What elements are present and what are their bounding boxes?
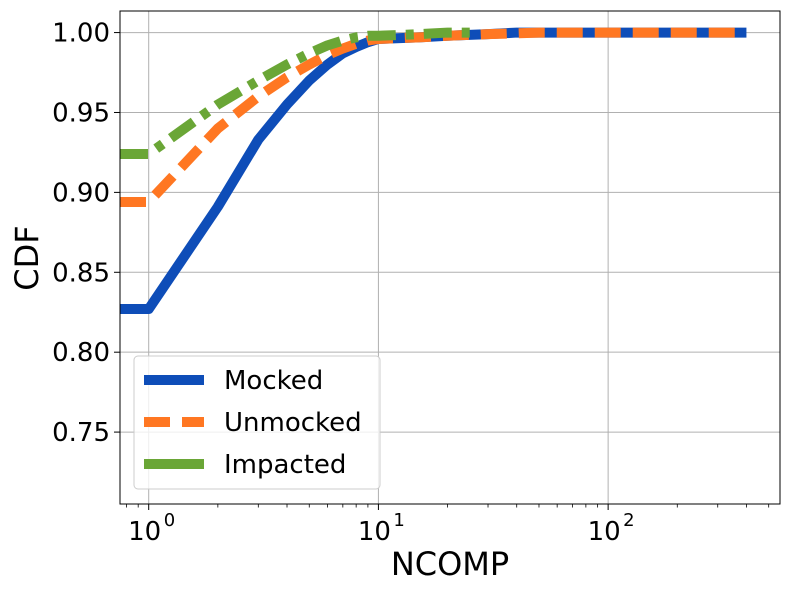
y-tick-labels: 0.75 0.80 0.85 0.90 0.95 1.00 xyxy=(52,19,110,449)
legend-label: Mocked xyxy=(224,366,323,396)
legend-label: Unmocked xyxy=(224,408,362,438)
series-line-mocked xyxy=(120,27,747,315)
legend-box xyxy=(133,355,381,490)
series-line-unmocked xyxy=(120,27,747,207)
x-tick-label: 10 xyxy=(588,517,621,547)
y-tick-label: 0.85 xyxy=(52,258,110,288)
y-tick-label: 0.75 xyxy=(52,418,110,448)
y-tick-label: 0.90 xyxy=(52,178,110,208)
x-minor-ticks xyxy=(126,504,770,508)
legend-label: Impacted xyxy=(224,450,346,480)
legend: Mocked Unmocked Impacted xyxy=(133,355,381,490)
y-tick-label: 1.00 xyxy=(52,19,110,49)
series-line-impacted xyxy=(120,27,470,160)
x-tick-exponent: 0 xyxy=(164,510,175,531)
x-tick-label: 10 xyxy=(128,517,161,547)
y-tick-label: 0.95 xyxy=(52,98,110,128)
x-tick-exponent: 2 xyxy=(623,510,634,531)
y-axis-label: CDF xyxy=(8,225,46,290)
series-lines xyxy=(120,27,747,315)
plot-frame xyxy=(119,10,781,505)
x-axis-label: NCOMP xyxy=(391,545,509,583)
y-tick-label: 0.80 xyxy=(52,338,110,368)
x-tick-label: 10 xyxy=(358,517,391,547)
x-tick-exponent: 1 xyxy=(393,510,404,531)
x-tick-labels: 10 0 10 1 10 2 xyxy=(128,510,634,547)
